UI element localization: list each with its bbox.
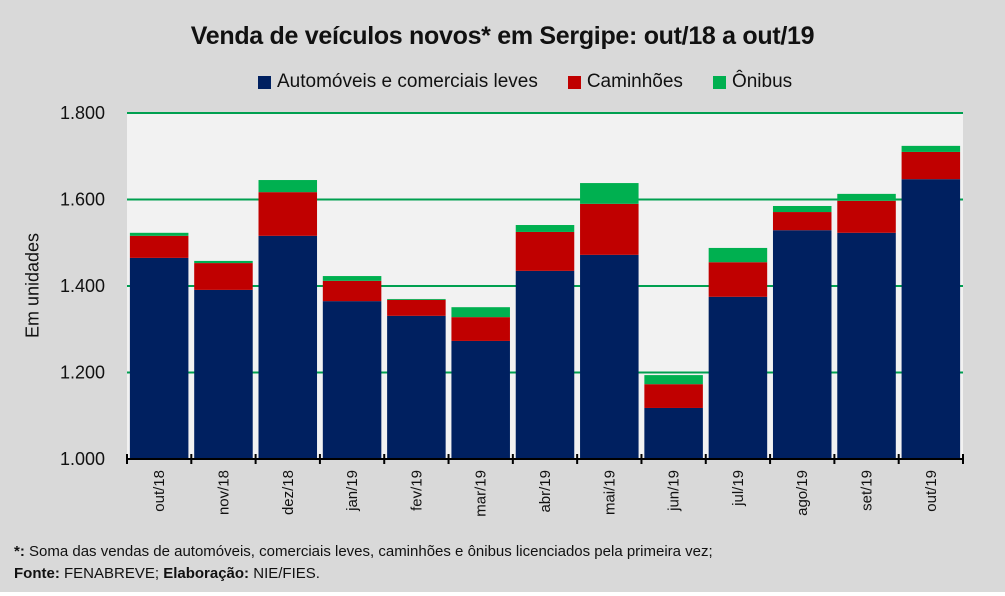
footnote-asterisk-label: *: [14,543,25,560]
footnote-elab-label: Elaboração: [163,565,250,582]
bar-segment-automoveis [258,235,318,459]
bar-segment-automoveis [837,232,896,459]
x-tick-label: jan/19 [344,470,361,512]
legend-item-automoveis: Automóveis e comerciais leves [258,71,538,93]
legend-item-onibus: Ônibus [712,71,793,93]
bar-segment-caminhoes [901,151,961,180]
y-tick-label: 1.600 [60,190,105,210]
y-tick-labels: 1.000 1.200 1.400 1.600 1.800 [60,103,105,469]
bar-segment-onibus [708,247,768,263]
bar-segment-onibus [580,183,639,204]
bar-segment-caminhoes [772,212,832,231]
bar-segment-onibus [772,205,832,213]
bar-segment-automoveis [387,315,446,459]
x-tick-label: ago/19 [794,470,811,516]
footnote-elab-text: NIE/FIES. [249,565,320,582]
bar-segment-caminhoes [837,200,896,233]
footnote-asterisk-text: Soma das vendas de automóveis, comerciai… [24,543,713,560]
bar-segment-onibus [387,298,446,300]
y-tick-label: 1.800 [60,103,105,123]
footnote: *: Soma das vendas de automóveis, comerc… [14,541,713,585]
bar-segment-caminhoes [451,317,510,341]
bar-segment-onibus [515,225,575,232]
x-axis [126,454,964,464]
legend-label-caminhoes: Caminhões [586,71,683,92]
x-tick-labels: out/18 nov/18 dez/18 jan/19 fev/19 mar/19 abr/… [151,470,940,517]
bar-segment-automoveis [772,230,832,459]
y-tick-label: 1.400 [60,276,105,296]
bar-segment-automoveis [451,340,510,459]
footnote-source-text: FENABREVE; [59,565,164,582]
bar-segment-onibus [194,260,253,264]
x-tick-label: mai/19 [601,470,618,515]
legend-label-automoveis: Automóveis e comerciais leves [277,71,538,92]
bar-segment-automoveis [515,270,575,459]
legend-swatch-caminhoes [567,75,581,89]
legend-label-onibus: Ônibus [731,71,793,92]
bar-segment-automoveis [708,296,768,459]
bar-segment-onibus [129,232,189,236]
y-tick-label: 1.000 [60,449,105,469]
bar-segment-caminhoes [580,203,639,255]
bar-segment-automoveis [580,254,639,459]
bar-segment-caminhoes [387,299,446,316]
bar-segment-onibus [322,276,382,281]
x-tick-label: dez/18 [280,470,297,515]
legend-swatch-automoveis [258,75,271,89]
stacked-bar-chart: 1.000 1.200 1.400 1.600 1.800 out/18 nov/18 de… [60,103,964,517]
bar-segment-automoveis [322,301,382,459]
bar-segment-caminhoes [322,280,382,302]
x-tick-label: nov/18 [215,470,232,515]
x-tick-label: out/19 [923,470,940,512]
x-tick-label: jun/19 [666,470,683,512]
bar-segment-automoveis [644,407,703,459]
bar-segment-automoveis [129,257,189,459]
bar-segment-onibus [451,307,510,318]
bar-segment-automoveis [194,289,253,459]
x-tick-label: mar/19 [473,470,490,517]
x-tick-label: set/19 [859,470,876,511]
bar-segment-onibus [837,193,896,201]
y-tick-label: 1.200 [60,363,105,383]
footnote-line-2: Fonte: FENABREVE; Elaboração: NIE/FIES. [14,563,713,585]
bar-segment-onibus [644,375,703,385]
bar-segment-caminhoes [129,235,189,258]
x-tick-label: fev/19 [408,470,425,511]
bars [129,145,961,460]
bar-segment-caminhoes [258,192,318,236]
legend-item-caminhoes: Caminhões [567,71,683,93]
bar-segment-caminhoes [515,231,575,271]
x-tick-label: jul/19 [730,470,747,507]
chart-title: Venda de veículos novos* em Sergipe: out… [190,22,815,50]
legend: Automóveis e comerciais leves Caminhões … [258,70,822,94]
bar-segment-caminhoes [194,263,253,290]
bar-segment-caminhoes [708,262,768,297]
legend-swatch-onibus [712,75,726,89]
x-tick-label: abr/19 [537,470,554,513]
bar-segment-automoveis [901,179,961,460]
bar-segment-onibus [258,180,318,193]
x-tick-label: out/18 [151,470,168,512]
footnote-source-label: Fonte: [14,565,60,582]
bar-segment-onibus [901,145,961,152]
footnote-line-1: *: Soma das vendas de automóveis, comerc… [14,541,713,563]
bar-segment-caminhoes [644,384,703,408]
